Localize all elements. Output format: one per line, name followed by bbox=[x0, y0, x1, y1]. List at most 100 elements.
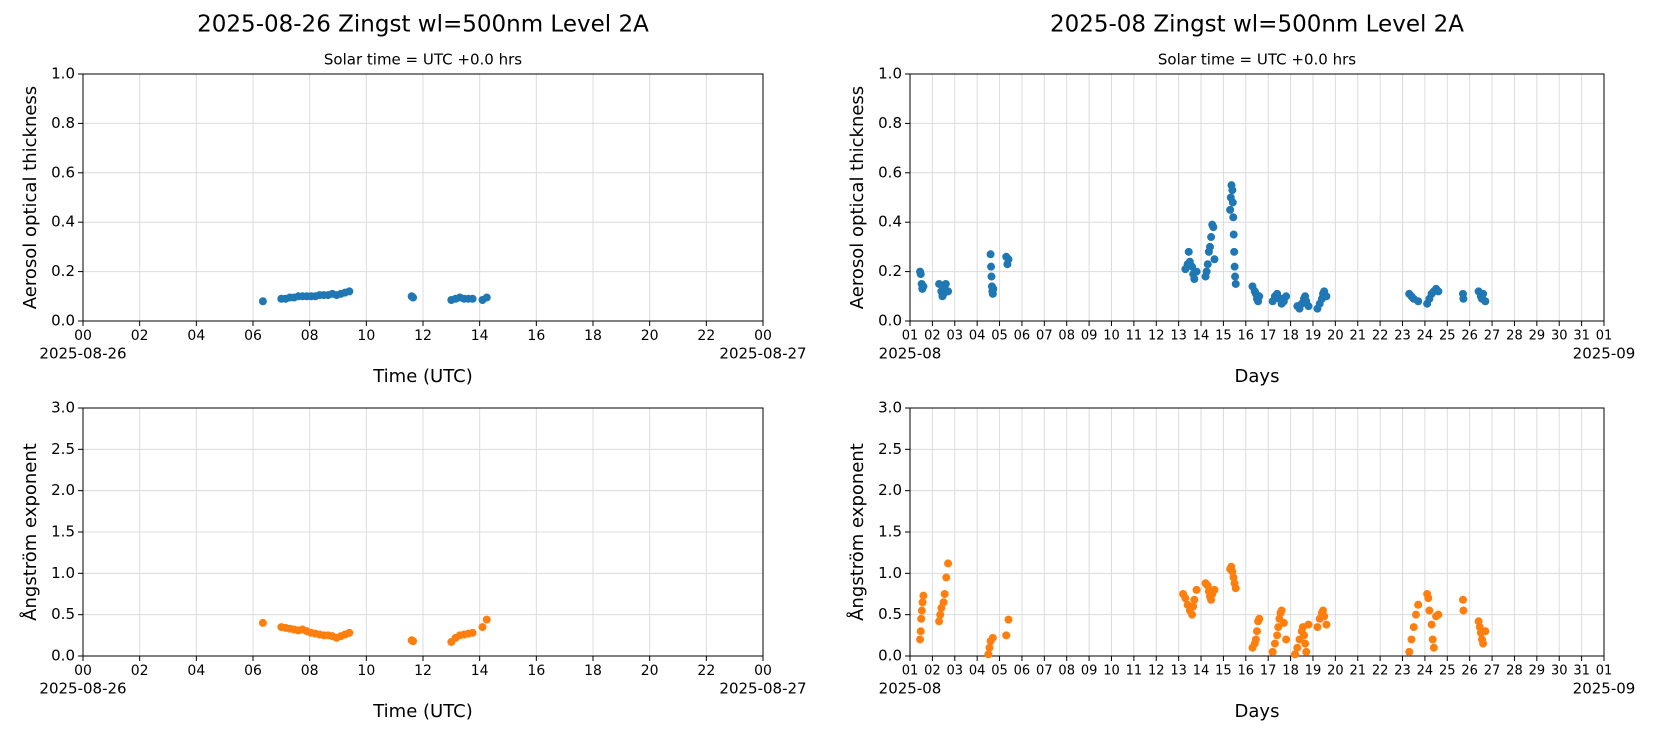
x-tick-label: 02 bbox=[924, 329, 941, 344]
x-tick-label: 07 bbox=[1036, 329, 1053, 344]
x-tick-label: 00 bbox=[74, 663, 92, 679]
y-tick-label: 2.0 bbox=[878, 481, 902, 499]
x-tick-label: 16 bbox=[1238, 664, 1255, 679]
x-tick-label: 05 bbox=[991, 329, 1008, 344]
data-point bbox=[1282, 292, 1291, 301]
x-tick-label: 14 bbox=[1193, 664, 1210, 679]
data-point bbox=[468, 294, 477, 303]
data-point bbox=[1322, 620, 1331, 629]
data-point bbox=[989, 284, 998, 293]
x-tick-label: 09 bbox=[1081, 329, 1098, 344]
x-tick-label: 14 bbox=[471, 328, 489, 344]
data-point bbox=[1479, 289, 1488, 298]
data-point bbox=[1459, 606, 1468, 615]
data-point bbox=[1251, 635, 1260, 644]
x-tick-label: 01 bbox=[902, 664, 919, 679]
x-tick-label: 00 bbox=[754, 328, 772, 344]
data-point bbox=[1207, 233, 1216, 242]
data-point bbox=[916, 627, 925, 636]
x-tick-label: 17 bbox=[1260, 329, 1277, 344]
y-tick-label: 0.5 bbox=[51, 605, 75, 623]
axes-frame bbox=[909, 407, 1605, 657]
data-point bbox=[1301, 639, 1310, 648]
x-tick-label: 00 bbox=[754, 663, 772, 679]
y-tick-label: 1.0 bbox=[878, 65, 902, 83]
x-tick-label: 18 bbox=[584, 328, 602, 344]
data-point bbox=[345, 628, 354, 637]
x-date-label: 2025-09 bbox=[1573, 345, 1636, 363]
data-point bbox=[985, 643, 994, 652]
axes-frame bbox=[82, 407, 764, 657]
data-point bbox=[1255, 614, 1264, 623]
y-tick-label: 0.6 bbox=[51, 163, 75, 181]
y-tick-label: 2.0 bbox=[51, 481, 75, 499]
x-tick-label: 04 bbox=[969, 664, 986, 679]
x-tick-label: 20 bbox=[1327, 664, 1344, 679]
data-point bbox=[258, 297, 267, 306]
x-tick-label: 11 bbox=[1126, 664, 1143, 679]
data-point bbox=[1228, 198, 1237, 207]
data-point bbox=[1407, 635, 1416, 644]
y-tick-label: 2.5 bbox=[878, 440, 902, 458]
x-tick-label: 31 bbox=[1573, 329, 1590, 344]
x-tick-label: 16 bbox=[1238, 329, 1255, 344]
x-tick-label: 02 bbox=[924, 664, 941, 679]
y-axis-label: Ångström exponent bbox=[846, 443, 868, 621]
chart-title: 2025-08 Zingst wl=500nm Level 2A bbox=[1050, 12, 1464, 38]
data-point bbox=[1409, 623, 1418, 632]
y-tick-label: 1.0 bbox=[878, 564, 902, 582]
data-point bbox=[1229, 230, 1238, 239]
y-tick-label: 2.5 bbox=[51, 440, 75, 458]
x-tick-label: 03 bbox=[947, 329, 964, 344]
x-date-label: 2025-09 bbox=[1573, 680, 1636, 698]
x-date-label: 2025-08-26 bbox=[39, 345, 126, 363]
y-tick-label: 1.0 bbox=[51, 65, 75, 83]
x-tick-label: 11 bbox=[1126, 329, 1143, 344]
x-tick-label: 23 bbox=[1394, 664, 1411, 679]
x-tick-label: 26 bbox=[1461, 664, 1478, 679]
data-point bbox=[940, 590, 949, 598]
x-tick-label: 06 bbox=[1014, 664, 1031, 679]
data-point bbox=[345, 287, 354, 296]
data-point bbox=[1293, 643, 1302, 652]
data-point bbox=[1434, 610, 1443, 619]
axes-frame bbox=[82, 73, 764, 322]
y-tick-label: 0.8 bbox=[878, 114, 902, 132]
data-point bbox=[1304, 620, 1313, 629]
data-point bbox=[1209, 223, 1218, 232]
y-tick-label: 0.0 bbox=[878, 647, 902, 665]
y-tick-label: 0.4 bbox=[51, 213, 75, 231]
data-point bbox=[1414, 297, 1423, 306]
data-point bbox=[935, 617, 944, 626]
x-tick-label: 01 bbox=[902, 329, 919, 344]
x-tick-label: 27 bbox=[1484, 329, 1501, 344]
data-point bbox=[409, 293, 418, 302]
x-tick-label: 15 bbox=[1215, 664, 1232, 679]
data-point bbox=[1192, 267, 1201, 276]
x-tick-label: 12 bbox=[414, 663, 432, 679]
data-point bbox=[1322, 292, 1331, 301]
x-tick-label: 15 bbox=[1215, 329, 1232, 344]
data-point bbox=[1405, 647, 1414, 656]
x-tick-label: 28 bbox=[1506, 664, 1523, 679]
x-tick-label: 18 bbox=[1282, 329, 1299, 344]
data-point bbox=[1459, 294, 1468, 303]
data-point bbox=[1231, 584, 1240, 593]
data-point bbox=[1313, 623, 1322, 632]
x-tick-label: 12 bbox=[1148, 329, 1165, 344]
data-point bbox=[1481, 297, 1490, 306]
data-point bbox=[1434, 287, 1443, 296]
x-tick-label: 02 bbox=[131, 328, 149, 344]
data-point bbox=[1184, 247, 1193, 256]
data-point bbox=[919, 282, 928, 291]
data-point bbox=[1253, 627, 1261, 636]
data-point bbox=[1002, 631, 1011, 640]
y-tick-label: 0.2 bbox=[51, 262, 75, 280]
data-point bbox=[916, 635, 925, 644]
x-tick-label: 01 bbox=[1596, 329, 1613, 344]
data-point bbox=[1274, 623, 1283, 632]
data-point bbox=[258, 618, 267, 627]
x-tick-label: 18 bbox=[584, 663, 602, 679]
data-point bbox=[1210, 585, 1219, 594]
y-axis-label: Aerosol optical thickness bbox=[847, 86, 868, 309]
